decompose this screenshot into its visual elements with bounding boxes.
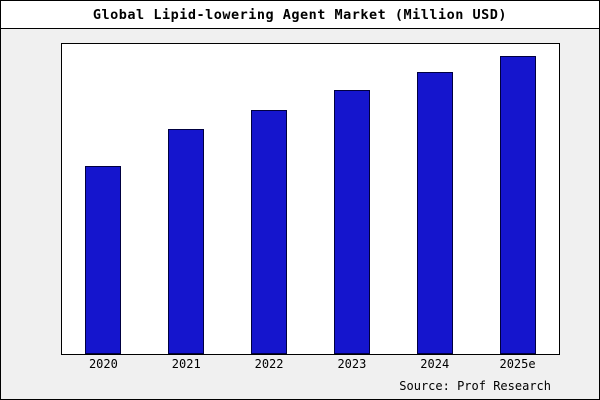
plot-area (61, 43, 560, 355)
source-attribution: Source: Prof Research (399, 379, 551, 393)
bar-2022 (251, 109, 288, 354)
bar-2023 (333, 90, 370, 354)
x-tick-label-2024: 2024 (420, 357, 450, 371)
x-axis-labels: 2020 2021 2022 2023 2024 2025e (62, 357, 559, 371)
bar-2025e (499, 55, 536, 354)
x-tick-label-2025e: 2025e (499, 357, 536, 371)
x-tick-label-2020: 2020 (88, 357, 118, 371)
bar-2021 (168, 128, 205, 354)
x-tick-label-2022: 2022 (254, 357, 284, 371)
bar-2020 (85, 166, 122, 354)
bars (62, 44, 559, 354)
chart-title-bar: Global Lipid-lowering Agent Market (Mill… (1, 1, 599, 29)
x-tick-label-2023: 2023 (337, 357, 367, 371)
chart-title: Global Lipid-lowering Agent Market (Mill… (92, 6, 508, 23)
bar-2024 (416, 72, 453, 354)
x-tick-label-2021: 2021 (171, 357, 201, 371)
